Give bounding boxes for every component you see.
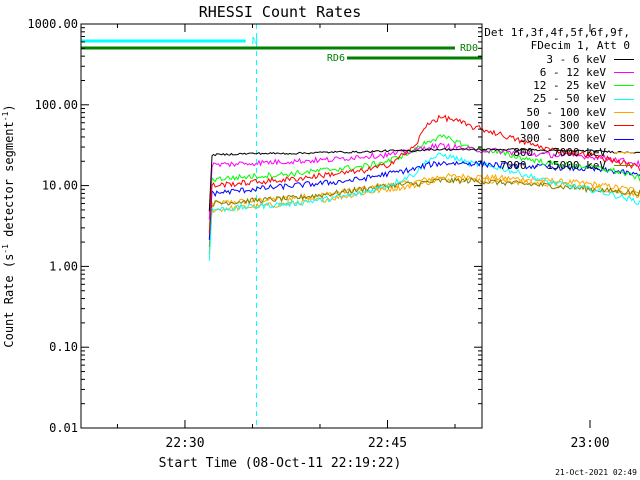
legend-entry: 12 - 25 keV [484, 79, 634, 92]
marker-label-rd6: RD6 [327, 53, 345, 64]
legend-header-line-1: Det 1f,3f,4f,5f,6f,9f, [484, 26, 630, 39]
y-axis-label: Count Rate (s-1 detector segment-1) [1, 104, 16, 347]
series-line-800-7000-kev [208, 176, 640, 255]
legend-entry: 300 - 800 keV [484, 132, 634, 145]
series-layer [208, 114, 640, 262]
y-axis-label-mid: detector segment [2, 121, 16, 244]
legend-entry: 50 - 100 keV [484, 106, 634, 119]
y-axis-label-end: ) [2, 104, 16, 111]
legend-rows: 3 - 6 keV 6 - 12 keV 12 - 25 keV 25 - 50 ke… [484, 53, 634, 173]
y-axis-label-main: Count Rate (s [2, 254, 16, 348]
legend-entry-label: 50 - 100 keV [526, 105, 606, 119]
legend-entry: 100 - 300 keV [484, 119, 634, 132]
legend-swatch [614, 125, 634, 127]
legend-entry-label: 7000 - 15000 keV [500, 158, 606, 172]
x-tick-label: 23:00 [570, 436, 609, 451]
legend-entry-label: 100 - 300 keV [519, 119, 606, 133]
legend-entry: 3 - 6 keV [484, 53, 634, 66]
legend-entry: 6 - 12 keV [484, 66, 634, 79]
series-line-300-800-kev [208, 159, 640, 240]
legend-swatch [614, 111, 634, 113]
legend-swatch [614, 58, 634, 60]
legend-swatch [614, 98, 634, 100]
x-tick-label: 22:30 [165, 436, 204, 451]
series-line-100-300-kev [208, 114, 640, 234]
legend-swatch [614, 138, 634, 140]
legend-swatch [614, 151, 634, 153]
series-line-6-12-kev [208, 142, 640, 220]
legend-entry-label: 300 - 800 keV [519, 132, 606, 146]
legend-entry: 25 - 50 keV [484, 92, 634, 105]
legend-entry-label: 800 - 7000 keV [513, 145, 606, 159]
chart-title: RHESSI Count Rates [199, 3, 362, 21]
series-line-3-6-kev [208, 147, 640, 212]
y-tick-label: 0.10 [49, 340, 78, 354]
y-axis-label-sup1: -1 [1, 244, 10, 254]
legend-entry-label: 25 - 50 keV [533, 92, 606, 106]
y-tick-label: 10.00 [42, 179, 78, 193]
series-line-25-50-kev [208, 152, 640, 262]
plot-frame [80, 23, 483, 429]
generation-timestamp: 21-Oct-2021 02:49 [555, 468, 637, 477]
legend-swatch [614, 165, 634, 167]
y-axis-label-sup2: -1 [1, 111, 10, 121]
legend-entry-label: 3 - 6 keV [546, 52, 606, 66]
legend-entry: 800 - 7000 keV [484, 146, 634, 159]
y-tick-label: 1.00 [49, 259, 78, 273]
marker-label-rd0: RD0 [460, 43, 478, 54]
marker-layer: N RD0 RD6 [80, 24, 483, 428]
legend-entry: 7000 - 15000 keV [484, 159, 634, 172]
y-tick-label: 100.00 [35, 98, 78, 112]
x-axis-label: Start Time (08-Oct-11 22:19:22) [159, 456, 402, 471]
legend-swatch [614, 72, 634, 74]
legend: Det 1f,3f,4f,5f,6f,9f, FDecim 1, Att 0 3… [484, 26, 634, 172]
legend-header-line-2: FDecim 1, Att 0 [530, 39, 630, 53]
series-line-7000-15000-kev [208, 176, 640, 248]
y-tick-label: 0.01 [49, 421, 78, 435]
legend-entry-label: 6 - 12 keV [539, 65, 606, 79]
legend-swatch [614, 85, 634, 87]
legend-entry-label: 12 - 25 keV [533, 79, 606, 93]
x-tick-label: 22:45 [368, 436, 407, 451]
y-tick-label: 1000.00 [27, 17, 78, 31]
marker-label-n: N [252, 36, 258, 47]
series-line-12-25-kev [208, 133, 640, 233]
y-axis: 0.01 0.10 1.00 10.00 100.00 1000.00 [27, 17, 482, 435]
